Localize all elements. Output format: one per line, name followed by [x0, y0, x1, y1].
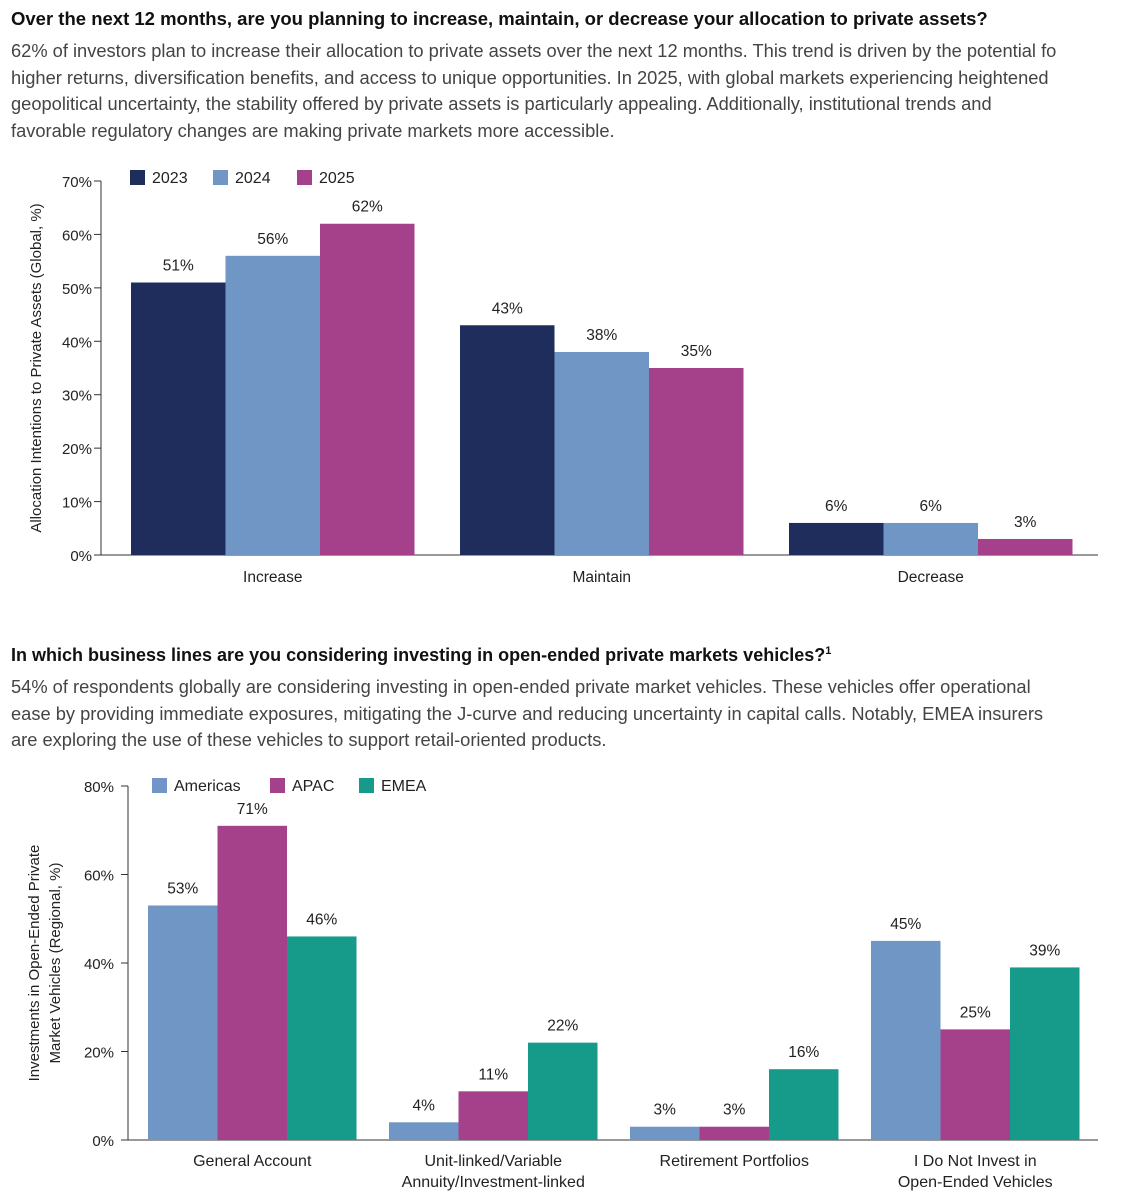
legend-swatch [270, 778, 285, 793]
legend-swatch [359, 778, 374, 793]
bar-value-label: 45% [890, 916, 921, 933]
legend-label: APAC [292, 778, 334, 795]
allocation-intentions-chart: 0% 10% 20% 30% 40% 50% 60% 70% 51% 56% 62% Increase… [28, 170, 1098, 586]
y-tick-label: 20% [84, 1045, 114, 1062]
legend-swatch [297, 170, 312, 185]
y-tick-label: 80% [84, 779, 114, 796]
y-tick-label: 20% [62, 441, 92, 458]
y-tick-label: 70% [62, 174, 92, 191]
bar-value-label: 25% [960, 1004, 991, 1021]
section2-paragraph-line: are exploring the use of these vehicles … [11, 729, 607, 750]
category-label: Annuity/Investment-linked [402, 1174, 585, 1191]
bar [630, 1126, 700, 1140]
legend-swatch [130, 170, 145, 185]
section2-paragraph-line: 54% of respondents globally are consider… [11, 676, 1031, 697]
bar-value-label: 51% [163, 258, 194, 275]
bar-value-label: 46% [306, 911, 337, 928]
bar [978, 538, 1073, 555]
bar [225, 255, 320, 556]
bar-value-label: 22% [547, 1018, 578, 1035]
y-tick-label: 40% [62, 334, 92, 351]
section1-paragraph-line: favorable regulatory changes are making … [11, 119, 615, 141]
y-tick-label: 0% [70, 548, 92, 565]
bar [940, 1029, 1010, 1140]
bar [871, 940, 941, 1140]
bar-value-label: 35% [681, 343, 712, 360]
y-tick-label: 50% [62, 281, 92, 298]
section1-paragraph-line: geopolitical uncertainty, the stability … [11, 93, 992, 114]
bar [528, 1042, 598, 1140]
category-label: Maintain [572, 569, 631, 586]
bar-value-label: 71% [237, 801, 268, 818]
bar [458, 1091, 528, 1140]
y-tick-label: 10% [62, 495, 92, 512]
section1-paragraph: 62% of investors plan to increase their … [11, 38, 1124, 144]
section2-footnote-marker: 1 [825, 645, 832, 657]
bar [1010, 967, 1080, 1140]
bar [699, 1126, 769, 1140]
bar-value-label: 16% [788, 1044, 819, 1061]
bar [217, 825, 287, 1140]
bar-value-label: 6% [825, 498, 848, 515]
bar [389, 1122, 459, 1140]
y-tick-label: 40% [84, 956, 114, 973]
y-tick-label: 0% [92, 1133, 114, 1150]
y-tick-label: 60% [84, 868, 114, 885]
bar [460, 325, 555, 555]
bar-value-label: 56% [257, 231, 288, 248]
category-label: I Do Not Invest in [914, 1153, 1037, 1170]
y-tick-label: 30% [62, 388, 92, 405]
section1-heading: Over the next 12 months, are you plannin… [11, 8, 988, 29]
section1-paragraph-line: 62% of investors plan to increase their … [11, 40, 1057, 61]
bar-value-label: 3% [1014, 514, 1037, 531]
y-axis-title: Investments in Open-Ended Private [26, 845, 43, 1082]
bar [148, 905, 218, 1140]
bar-value-label: 3% [654, 1102, 677, 1119]
category-label: Unit-linked/Variable [424, 1153, 562, 1170]
section1-paragraph-line: higher returns, diversification benefits… [11, 66, 1049, 88]
bar [287, 936, 357, 1140]
bar [883, 522, 978, 555]
open-ended-vehicles-chart: 0% 20% 40% 60% 80% 53% 71% 46% General Account 4%… [26, 778, 1098, 1191]
y-axis-title: Market Vehicles (Regional, %) [47, 863, 64, 1064]
y-axis-title: Allocation Intentions to Private Assets … [28, 203, 45, 532]
legend-label: 2025 [319, 170, 355, 187]
bar-value-label: 3% [723, 1102, 746, 1119]
bar [320, 223, 415, 555]
bar [789, 522, 884, 555]
legend-swatch [213, 170, 228, 185]
bar-value-label: 53% [167, 880, 198, 897]
bar-value-label: 6% [920, 498, 943, 515]
section2-heading-text: In which business lines are you consider… [11, 645, 826, 665]
legend-label: 2023 [152, 170, 188, 187]
legend-label: Americas [174, 778, 241, 795]
bar-value-label: 62% [352, 199, 383, 216]
legend-swatch [152, 778, 167, 793]
legend-label: EMEA [381, 778, 427, 795]
category-label: Increase [243, 569, 302, 586]
bar [131, 282, 226, 555]
section2-paragraph: 54% of respondents globally are consider… [11, 674, 1124, 754]
bar-value-label: 43% [492, 300, 523, 317]
y-tick-label: 60% [62, 227, 92, 244]
category-label: Open-Ended Vehicles [898, 1174, 1053, 1191]
section2-paragraph-line: ease by providing immediate exposures, m… [11, 702, 1044, 724]
bar-value-label: 38% [586, 327, 617, 344]
category-label: Decrease [898, 569, 964, 586]
bar [554, 351, 649, 555]
bar [649, 368, 744, 555]
legend-label: 2024 [235, 170, 271, 187]
bar-value-label: 11% [478, 1066, 508, 1083]
section2-heading: In which business lines are you consider… [11, 645, 831, 666]
category-label: Retirement Portfolios [660, 1153, 809, 1170]
bar-value-label: 4% [413, 1097, 436, 1114]
category-label: General Account [193, 1153, 312, 1170]
bar [769, 1069, 839, 1140]
bar-value-label: 39% [1029, 942, 1060, 959]
